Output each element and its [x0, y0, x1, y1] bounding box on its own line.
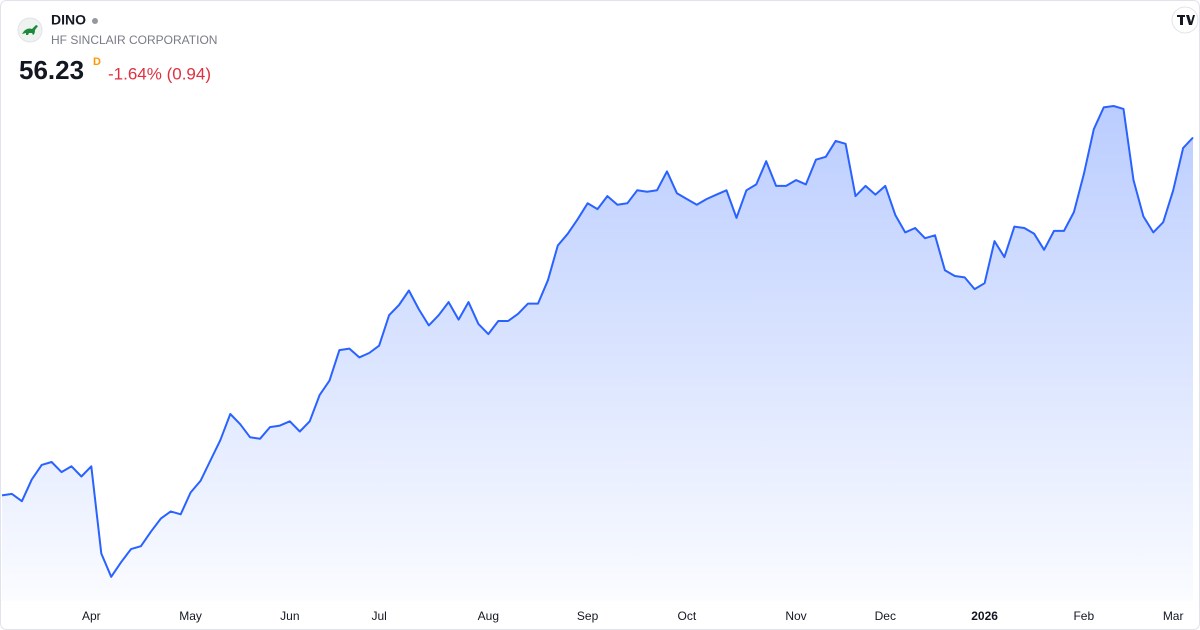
x-tick-label: Oct: [677, 609, 696, 623]
x-tick-label: Apr: [82, 609, 101, 623]
x-tick-label: 2026: [971, 609, 998, 623]
x-tick-label: Mar: [1163, 609, 1184, 623]
symbol-logo: [17, 17, 43, 43]
price-line: [1, 105, 1194, 578]
x-tick-label: Nov: [785, 609, 806, 623]
plot-area: [1, 105, 1194, 601]
x-tick-label: Feb: [1073, 609, 1094, 623]
last-price: 56.23: [19, 55, 84, 85]
symbol: DINO: [51, 12, 86, 28]
x-tick-label: Jul: [371, 609, 386, 623]
x-tick-label: May: [179, 609, 202, 623]
price-change: -1.64% (0.94): [108, 64, 211, 83]
status-dot: [92, 18, 98, 24]
brand-logo: [1171, 6, 1199, 34]
area-fill: [2, 106, 1193, 601]
x-tick-label: Aug: [478, 609, 499, 623]
x-tick-label: Jun: [280, 609, 299, 623]
x-tick-label: Sep: [577, 609, 599, 623]
interval: D: [93, 56, 101, 68]
company-name: HF SINCLAIR CORPORATION: [51, 33, 217, 47]
x-tick-label: Dec: [875, 609, 896, 623]
